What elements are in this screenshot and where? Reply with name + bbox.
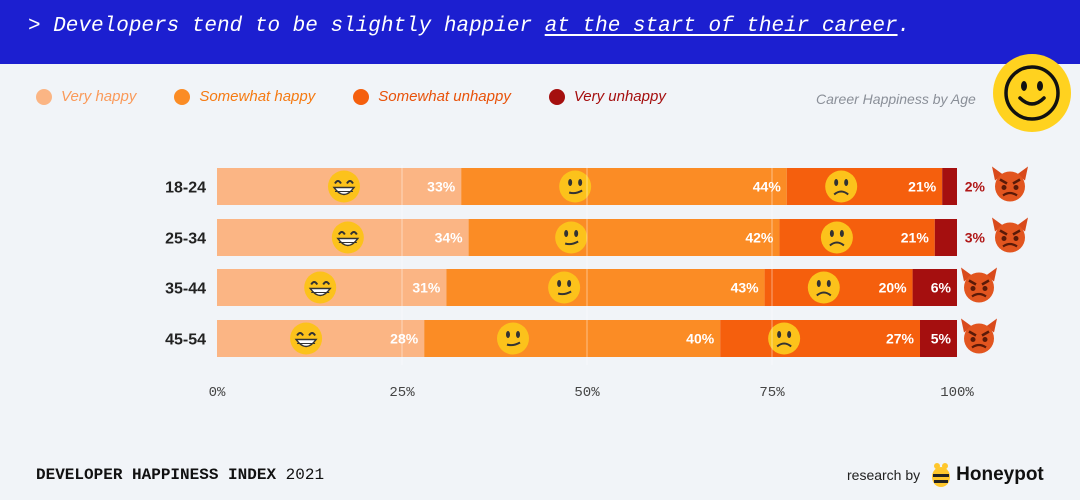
footer-year: 2021 bbox=[285, 466, 325, 484]
legend-swatch bbox=[174, 88, 191, 105]
row-label: 25-34 bbox=[165, 231, 206, 248]
frowning-face-icon bbox=[825, 170, 858, 203]
grinning-face-icon bbox=[290, 322, 323, 355]
value-label: 43% bbox=[731, 280, 760, 296]
angry-devil-icon bbox=[961, 267, 997, 303]
grinning-face-icon bbox=[331, 221, 364, 254]
slightly-smiling-face-icon bbox=[497, 322, 529, 355]
legend-label: Very happy bbox=[61, 88, 137, 105]
legend-label: Somewhat unhappy bbox=[378, 88, 511, 105]
bar-segment bbox=[920, 320, 957, 357]
bar-segment bbox=[786, 168, 943, 205]
headline: > Developers tend to be slightly happier… bbox=[28, 15, 910, 38]
honeypot-brand: Honeypot bbox=[956, 464, 1044, 485]
footer-title-bold: DEVELOPER HAPPINESS INDEX bbox=[36, 466, 277, 484]
legend-item: Somewhat unhappy bbox=[353, 88, 511, 105]
bar-segment bbox=[912, 269, 957, 306]
research-by-label: research by bbox=[847, 467, 921, 483]
value-label: 21% bbox=[908, 179, 937, 195]
legend-label: Somewhat happy bbox=[199, 88, 316, 105]
value-label: 3% bbox=[965, 230, 986, 246]
bar-segment bbox=[720, 320, 920, 357]
slightly-smiling-face-icon bbox=[548, 271, 581, 304]
value-label: 42% bbox=[745, 230, 774, 246]
angry-devil-icon bbox=[992, 166, 1028, 202]
slightly-smiling-face-icon bbox=[559, 170, 592, 203]
value-label: 2% bbox=[965, 179, 986, 195]
value-label: 40% bbox=[686, 331, 715, 347]
angry-devil-icon bbox=[961, 318, 997, 354]
x-tick-label: 25% bbox=[389, 385, 415, 401]
legend-item: Very unhappy bbox=[548, 88, 666, 105]
value-label: 33% bbox=[427, 179, 456, 195]
row-label: 35-44 bbox=[165, 281, 206, 298]
chart-caption: Career Happiness by Age bbox=[816, 91, 976, 107]
x-tick-label: 50% bbox=[574, 385, 600, 401]
headline-prefix: > Developers tend to be slightly happier bbox=[28, 15, 545, 38]
bar-segment bbox=[446, 269, 765, 306]
x-tick-label: 0% bbox=[209, 385, 226, 401]
row-label: 45-54 bbox=[165, 332, 206, 349]
grinning-face-icon bbox=[304, 271, 337, 304]
legend-item: Somewhat happy bbox=[174, 88, 315, 105]
x-tick-label: 100% bbox=[940, 385, 974, 401]
legend-swatch bbox=[353, 88, 370, 105]
legend: Very happy Somewhat happy Somewhat unhappy… bbox=[36, 88, 704, 105]
headline-highlight: at the start of their career bbox=[544, 15, 898, 38]
legend-swatch bbox=[36, 88, 52, 105]
value-label: 6% bbox=[931, 280, 952, 296]
legend-swatch bbox=[548, 88, 565, 105]
value-label: 31% bbox=[412, 280, 441, 296]
frowning-face-icon bbox=[820, 221, 853, 254]
headline-banner: > Developers tend to be slightly happier… bbox=[0, 0, 1080, 64]
frowning-face-icon bbox=[768, 322, 801, 355]
value-label: 27% bbox=[886, 331, 915, 347]
row-label: 18-24 bbox=[165, 180, 206, 197]
bar-segment bbox=[424, 320, 721, 357]
value-label: 21% bbox=[901, 230, 930, 246]
value-label: 20% bbox=[879, 280, 908, 296]
bar-segment bbox=[461, 168, 787, 205]
footer-credit: research by Honeypot bbox=[847, 462, 1044, 488]
x-tick-label: 75% bbox=[759, 385, 785, 401]
value-label: 28% bbox=[390, 331, 419, 347]
angry-devil-icon bbox=[992, 217, 1028, 253]
bar-segment bbox=[779, 219, 935, 256]
value-label: 34% bbox=[435, 230, 464, 246]
value-label: 44% bbox=[753, 179, 782, 195]
legend-label: Very unhappy bbox=[573, 88, 666, 105]
bar-segment bbox=[942, 168, 957, 205]
grinning-face-icon bbox=[327, 170, 360, 203]
bar-segment bbox=[468, 219, 780, 256]
big-smiley-icon bbox=[993, 54, 1071, 132]
headline-suffix: . bbox=[897, 15, 911, 38]
bar-segment bbox=[934, 219, 957, 256]
legend-item: Very happy bbox=[36, 88, 136, 105]
footer-title: DEVELOPER HAPPINESS INDEX 2021 bbox=[36, 466, 324, 484]
honeypot-bee-icon bbox=[932, 463, 951, 487]
slightly-smiling-face-icon bbox=[555, 221, 588, 254]
value-label: 5% bbox=[931, 331, 952, 347]
frowning-face-icon bbox=[807, 271, 840, 304]
